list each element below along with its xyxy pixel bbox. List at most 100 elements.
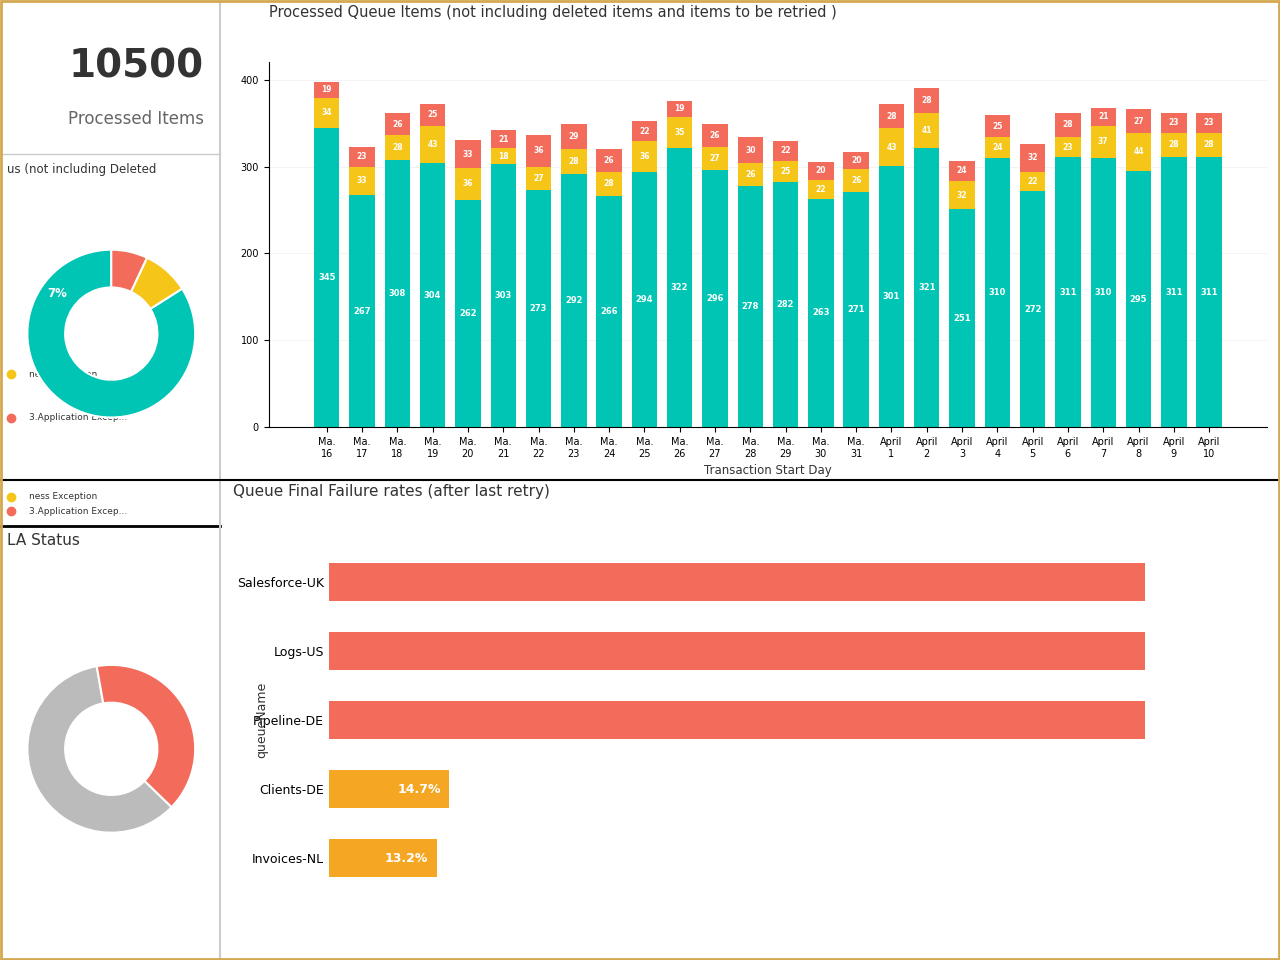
- Bar: [1055, 112, 1080, 137]
- Bar: [844, 169, 869, 192]
- Bar: [456, 168, 480, 200]
- Text: 32: 32: [956, 191, 968, 200]
- Text: 310: 310: [988, 288, 1006, 297]
- Text: 22: 22: [815, 184, 826, 194]
- Bar: [1091, 158, 1116, 427]
- Bar: [420, 163, 445, 427]
- Bar: [667, 148, 692, 427]
- Bar: [384, 135, 410, 159]
- Bar: [737, 185, 763, 427]
- Text: 44: 44: [1133, 148, 1144, 156]
- Bar: [490, 149, 516, 164]
- Bar: [1197, 157, 1222, 427]
- Text: 301: 301: [883, 292, 900, 301]
- Text: 262: 262: [460, 309, 476, 318]
- Text: 28: 28: [1062, 120, 1073, 130]
- Text: 23: 23: [1204, 118, 1215, 128]
- Bar: [737, 163, 763, 185]
- Text: 27: 27: [709, 154, 721, 163]
- Bar: [349, 147, 375, 167]
- Text: 25: 25: [992, 122, 1002, 131]
- Text: 26: 26: [851, 176, 861, 185]
- Wedge shape: [111, 250, 147, 292]
- Text: 20: 20: [815, 166, 826, 176]
- Bar: [561, 149, 586, 174]
- Text: 43: 43: [886, 143, 897, 152]
- Text: 84%: 84%: [100, 362, 132, 375]
- Bar: [879, 129, 904, 166]
- Text: 33: 33: [462, 150, 474, 158]
- Text: 345: 345: [317, 273, 335, 282]
- Text: 14.7%: 14.7%: [397, 782, 440, 796]
- Text: 21: 21: [498, 134, 508, 144]
- Bar: [632, 122, 657, 140]
- Text: ness Exception: ness Exception: [28, 492, 97, 501]
- Bar: [384, 159, 410, 427]
- Text: 295: 295: [1130, 295, 1147, 303]
- Text: 30: 30: [745, 146, 755, 155]
- Text: LA Status: LA Status: [6, 533, 79, 548]
- Text: 267: 267: [353, 307, 371, 316]
- Text: 28: 28: [886, 111, 897, 121]
- Text: 27: 27: [1133, 116, 1144, 126]
- Bar: [329, 701, 1144, 739]
- Text: 29: 29: [568, 132, 579, 141]
- Bar: [596, 149, 622, 172]
- Bar: [703, 170, 728, 427]
- Bar: [1020, 144, 1046, 172]
- Bar: [950, 160, 975, 181]
- Text: 41: 41: [922, 126, 932, 135]
- Text: 25: 25: [781, 167, 791, 176]
- Text: 37: 37: [1098, 137, 1108, 146]
- Text: 23: 23: [1169, 118, 1179, 128]
- Text: 10500: 10500: [69, 48, 204, 86]
- Bar: [526, 135, 552, 167]
- Bar: [914, 88, 940, 112]
- Bar: [773, 160, 799, 182]
- Text: 308: 308: [389, 289, 406, 298]
- Text: 292: 292: [564, 296, 582, 305]
- Text: 296: 296: [707, 294, 723, 303]
- Text: 25: 25: [428, 110, 438, 119]
- Bar: [561, 174, 586, 427]
- Wedge shape: [131, 257, 182, 309]
- Bar: [950, 209, 975, 427]
- Text: 321: 321: [918, 283, 936, 292]
- Text: 34: 34: [321, 108, 332, 117]
- Text: 7%: 7%: [47, 287, 67, 300]
- Bar: [879, 104, 904, 129]
- Bar: [420, 104, 445, 126]
- Bar: [314, 82, 339, 98]
- Text: 36: 36: [639, 152, 650, 160]
- Text: 36: 36: [462, 180, 474, 188]
- X-axis label: Transaction Start Day: Transaction Start Day: [704, 464, 832, 477]
- Bar: [632, 140, 657, 172]
- Bar: [844, 152, 869, 169]
- Bar: [1126, 132, 1151, 171]
- Bar: [456, 200, 480, 427]
- Bar: [1161, 132, 1187, 157]
- Text: 0.No SLA
60%: 0.No SLA 60%: [79, 766, 143, 796]
- Text: Queue Final Failure rates (after last retry): Queue Final Failure rates (after last re…: [233, 484, 549, 499]
- Text: 24: 24: [992, 143, 1002, 152]
- Text: 35: 35: [675, 128, 685, 137]
- Bar: [1126, 109, 1151, 132]
- Text: 3.Application Excep...: 3.Application Excep...: [28, 507, 127, 516]
- Bar: [314, 98, 339, 128]
- Bar: [667, 117, 692, 148]
- Bar: [984, 158, 1010, 427]
- Text: 273: 273: [530, 304, 547, 313]
- Bar: [526, 167, 552, 190]
- Text: 303: 303: [494, 291, 512, 300]
- Text: 311: 311: [1201, 288, 1217, 297]
- Bar: [596, 172, 622, 196]
- Bar: [349, 167, 375, 195]
- Bar: [456, 140, 480, 168]
- Bar: [984, 115, 1010, 137]
- Text: 36: 36: [534, 147, 544, 156]
- Bar: [1161, 157, 1187, 427]
- Text: 271: 271: [847, 305, 865, 314]
- Text: Processed Queue Items (not including deleted items and items to be retried ): Processed Queue Items (not including del…: [269, 5, 836, 20]
- Text: Processed Items: Processed Items: [68, 110, 205, 129]
- Text: 311: 311: [1165, 288, 1183, 297]
